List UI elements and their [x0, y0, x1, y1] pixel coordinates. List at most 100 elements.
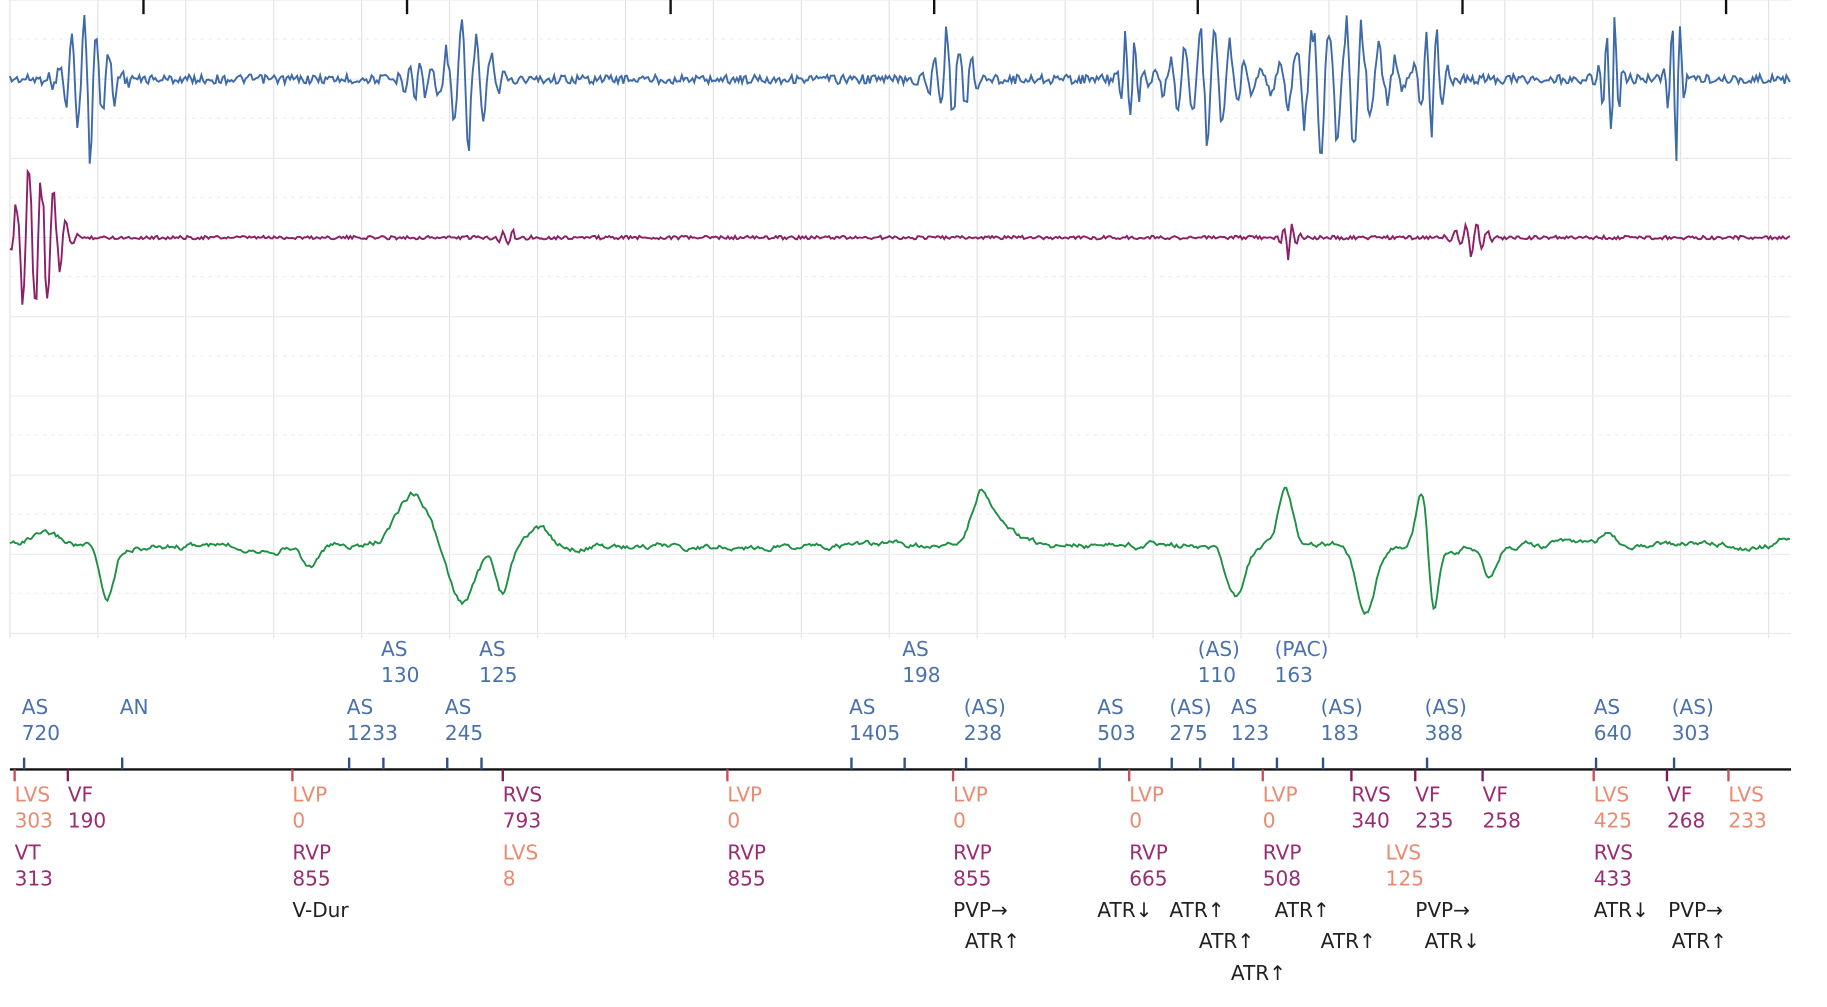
- event-label: ATR↑: [965, 929, 1020, 953]
- ventricular-marker-label: LVP: [727, 782, 762, 806]
- event-label: PVP→: [953, 898, 1008, 922]
- atrial-marker-value: 123: [1231, 721, 1269, 745]
- ventricular-marker-value: 235: [1415, 808, 1453, 832]
- ventricular-marker-label: RVS: [1351, 782, 1390, 806]
- atrial-marker-value: 238: [964, 721, 1002, 745]
- atrial-marker-label: (AS): [1169, 695, 1211, 719]
- atrial-marker-label: AS: [902, 637, 928, 661]
- atrial-marker-label: AS: [22, 695, 48, 719]
- atrial-marker-value: 303: [1672, 721, 1710, 745]
- ventricular-marker-value: 0: [1129, 808, 1142, 832]
- atrial-marker-label: (AS): [964, 695, 1006, 719]
- ventricular-marker-value: 125: [1386, 866, 1424, 890]
- event-label: PVP→: [1415, 898, 1470, 922]
- event-label: ATR↓: [1097, 898, 1152, 922]
- ventricular-marker-value: 0: [727, 808, 740, 832]
- atrial-marker-label: AS: [445, 695, 471, 719]
- ventricular-marker-value: 8: [503, 866, 516, 890]
- ventricular-marker-value: 340: [1351, 808, 1389, 832]
- event-label: ATR↑: [1672, 929, 1727, 953]
- ventricular-marker-value: 855: [292, 866, 330, 890]
- atrial-marker-label: (AS): [1425, 695, 1467, 719]
- atrial-marker-value: 640: [1594, 721, 1632, 745]
- ventricular-marker-label: LVS: [1594, 782, 1629, 806]
- ventricular-marker-value: 303: [15, 808, 53, 832]
- ventricular-marker-label: VF: [1667, 782, 1692, 806]
- event-label: ATR↑: [1199, 929, 1254, 953]
- atrial-marker-value: 720: [22, 721, 60, 745]
- ventricular-marker-value: 233: [1728, 808, 1766, 832]
- atrial-marker-value: 125: [479, 663, 517, 687]
- atrial-marker-label: (PAC): [1275, 637, 1329, 661]
- event-label: ATR↑: [1275, 898, 1330, 922]
- ventricular-marker-label: LVP: [1129, 782, 1164, 806]
- atrial-marker-label: AS: [347, 695, 373, 719]
- atrial-marker-label: (AS): [1321, 695, 1363, 719]
- ventricular-marker-label: VF: [1483, 782, 1508, 806]
- waveforms: [9, 14, 1791, 616]
- atrial-marker-value: 503: [1097, 721, 1135, 745]
- ventricular-marker-label: RVP: [1129, 840, 1168, 864]
- atrial-marker-label: AS: [1231, 695, 1257, 719]
- ventricular-marker-label: LVS: [1728, 782, 1763, 806]
- atrial-marker-label: AS: [1594, 695, 1620, 719]
- waveform: [9, 168, 1791, 305]
- ventricular-marker-label: RVS: [503, 782, 542, 806]
- ventricular-marker-value: 0: [292, 808, 305, 832]
- atrial-marker-value: 1405: [849, 721, 900, 745]
- ventricular-marker-value: 433: [1594, 866, 1632, 890]
- atrial-marker-label: (AS): [1672, 695, 1714, 719]
- ventricular-marker-value: 855: [953, 866, 991, 890]
- ventricular-marker-value: 258: [1483, 808, 1521, 832]
- ventricular-marker-label: LVP: [953, 782, 988, 806]
- event-label: ATR↑: [1169, 898, 1224, 922]
- ventricular-marker-label: RVS: [1594, 840, 1633, 864]
- event-label: V-Dur: [292, 898, 349, 922]
- atrial-marker-label: AS: [479, 637, 505, 661]
- ventricular-marker-value: 313: [15, 866, 53, 890]
- atrial-marker-value: 275: [1169, 721, 1207, 745]
- event-label: PVP→: [1668, 898, 1723, 922]
- event-label: ATR↑: [1231, 961, 1286, 985]
- ventricular-marker-value: 0: [953, 808, 966, 832]
- ventricular-marker-label: RVP: [953, 840, 992, 864]
- atrial-marker-value: 163: [1275, 663, 1313, 687]
- ventricular-marker-label: VF: [68, 782, 93, 806]
- event-label: ATR↑: [1321, 929, 1376, 953]
- ventricular-marker-value: 0: [1263, 808, 1276, 832]
- ventricular-marker-label: LVS: [503, 840, 538, 864]
- atrial-marker-label: AN: [120, 695, 149, 719]
- atrial-marker-value: 245: [445, 721, 483, 745]
- atrial-marker-label: AS: [381, 637, 407, 661]
- atrial-marker-label: (AS): [1198, 637, 1240, 661]
- event-label: ATR↓: [1594, 898, 1649, 922]
- ventricular-marker-label: VT: [15, 840, 42, 864]
- ventricular-marker-value: 508: [1263, 866, 1301, 890]
- waveform: [9, 14, 1791, 164]
- ventricular-marker-label: LVP: [1263, 782, 1298, 806]
- atrial-marker-label: AS: [1097, 695, 1123, 719]
- ventricular-marker-value: 190: [68, 808, 106, 832]
- ventricular-marker-label: RVP: [727, 840, 766, 864]
- ventricular-marker-value: 425: [1594, 808, 1632, 832]
- ventricular-marker-label: RVP: [1263, 840, 1302, 864]
- ventricular-marker-label: VF: [1415, 782, 1440, 806]
- ventricular-marker-label: LVS: [15, 782, 50, 806]
- ventricular-marker-value: 855: [727, 866, 765, 890]
- ventricular-marker-value: 793: [503, 808, 541, 832]
- atrial-marker-value: 388: [1425, 721, 1463, 745]
- atrial-marker-value: 198: [902, 663, 940, 687]
- ventricular-marker-value: 268: [1667, 808, 1705, 832]
- ventricular-marker-label: LVP: [292, 782, 327, 806]
- atrial-marker-value: 183: [1321, 721, 1359, 745]
- atrial-marker-value: 1233: [347, 721, 398, 745]
- ventricular-marker-value: 665: [1129, 866, 1167, 890]
- waveform: [9, 486, 1791, 616]
- atrial-marker-value: 130: [381, 663, 419, 687]
- atrial-marker-value: 110: [1198, 663, 1236, 687]
- event-label: ATR↓: [1425, 929, 1480, 953]
- ventricular-marker-label: RVP: [292, 840, 331, 864]
